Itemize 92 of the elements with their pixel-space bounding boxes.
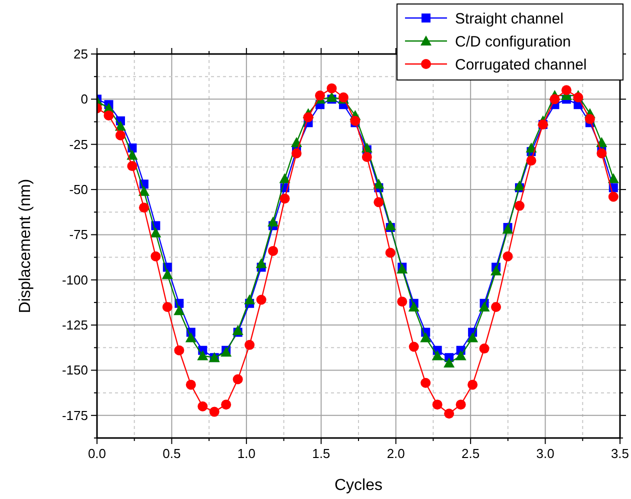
point — [408, 342, 419, 352]
y-tick-label: -75 — [69, 227, 88, 242]
point — [514, 180, 525, 190]
point — [198, 401, 208, 412]
point — [362, 152, 372, 162]
point — [314, 90, 325, 101]
y-tick-label: 0 — [80, 92, 88, 107]
y-tick-label: -150 — [62, 362, 88, 378]
point — [432, 350, 443, 360]
point — [138, 186, 150, 196]
point — [279, 173, 290, 184]
point — [114, 120, 126, 131]
point — [221, 400, 232, 410]
x-tick-label: 0.5 — [162, 446, 181, 461]
y-tick-label: -125 — [62, 318, 88, 333]
point — [468, 380, 478, 390]
point — [561, 85, 572, 96]
y-tick-label: -25 — [69, 136, 88, 152]
point — [162, 268, 173, 279]
point — [186, 380, 196, 390]
point — [280, 194, 290, 204]
point — [244, 340, 255, 350]
point — [420, 378, 431, 388]
point — [478, 301, 490, 312]
point — [491, 302, 502, 312]
point — [373, 178, 384, 189]
point — [232, 374, 243, 384]
point — [126, 150, 138, 160]
point — [185, 332, 196, 342]
point — [596, 148, 607, 158]
point — [374, 197, 384, 208]
x-tick-label: 2.5 — [462, 446, 480, 461]
legend-label: Straight channel — [455, 10, 564, 28]
point — [467, 332, 478, 342]
point — [432, 400, 442, 410]
point — [174, 345, 184, 356]
point — [502, 251, 513, 262]
point — [350, 116, 360, 126]
y-tick-label: -175 — [62, 408, 88, 423]
point — [174, 305, 185, 316]
point — [479, 344, 490, 354]
y-tick-label: -100 — [62, 272, 88, 288]
point — [127, 161, 138, 172]
point — [197, 350, 208, 360]
point — [596, 137, 608, 148]
point — [115, 130, 126, 140]
point — [444, 408, 454, 419]
point — [104, 110, 114, 120]
point — [420, 332, 432, 342]
point — [385, 248, 396, 258]
point — [526, 142, 537, 152]
point — [408, 301, 420, 312]
x-tick-label: 0.0 — [88, 446, 106, 461]
x-tick-label: 1.0 — [237, 446, 256, 461]
point — [291, 137, 302, 148]
point — [303, 112, 314, 122]
point — [514, 200, 524, 211]
y-tick-label: -50 — [69, 182, 88, 198]
y-axis-title: Displacement (nm) — [17, 178, 34, 314]
point — [326, 92, 338, 102]
x-tick-label: 3.5 — [610, 446, 630, 461]
point — [162, 302, 172, 312]
point — [608, 173, 619, 184]
point — [384, 220, 396, 230]
point — [456, 400, 466, 410]
point — [244, 294, 256, 304]
point — [256, 294, 266, 305]
point — [608, 192, 618, 202]
point — [326, 83, 337, 94]
x-tick-label: 2.0 — [386, 446, 405, 461]
point — [268, 246, 278, 256]
point — [209, 406, 220, 417]
point — [268, 216, 279, 227]
point — [584, 114, 595, 124]
point — [490, 265, 502, 276]
point — [138, 202, 149, 213]
point — [292, 148, 302, 158]
x-tick-label: 3.0 — [536, 446, 554, 461]
point — [150, 227, 162, 238]
x-tick-label: 1.5 — [312, 446, 330, 461]
point — [256, 258, 267, 268]
point — [444, 358, 455, 368]
point — [150, 251, 161, 262]
point — [455, 350, 466, 360]
point — [232, 324, 244, 335]
x-axis-title: Cycles — [334, 477, 383, 494]
legend-label: C/D configuration — [455, 34, 571, 50]
point — [526, 156, 536, 166]
y-tick-label: 25 — [74, 46, 88, 62]
point — [550, 94, 560, 104]
point — [397, 296, 408, 307]
legend-label: Corrugated channel — [455, 56, 587, 74]
